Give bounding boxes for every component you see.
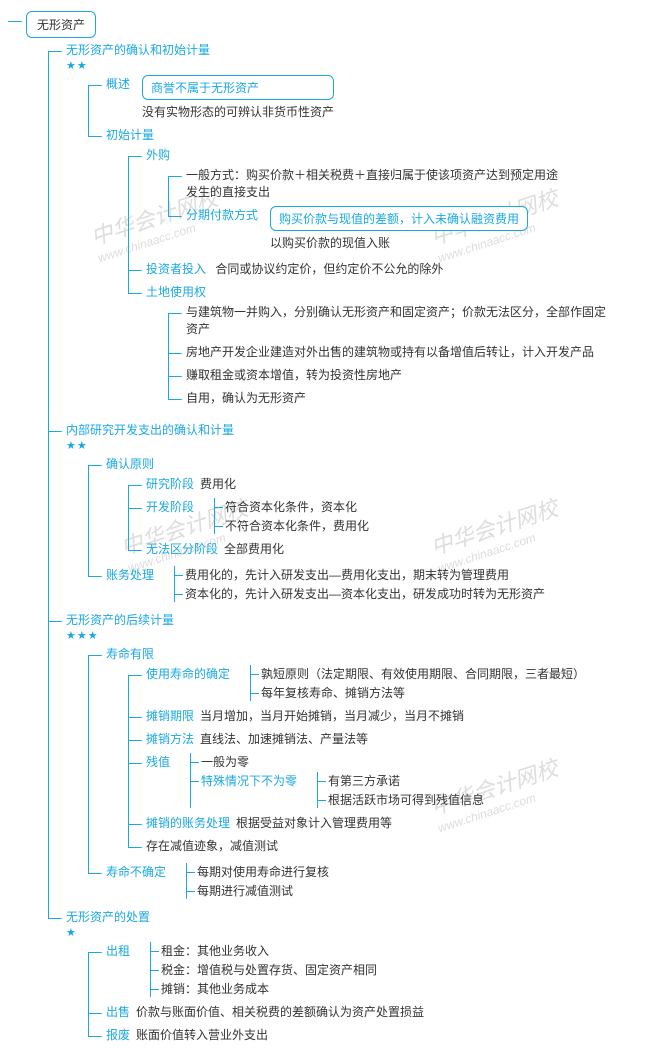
zhangwu-b: 资本化的，先计入研发支出—资本化支出，研发成功时转为无形资产 — [185, 587, 545, 601]
s1-title: 无形资产的确认和初始计量 — [66, 43, 210, 57]
waigou-yiban: 一般方式：购买价款＋相关税费＋直接归属于使该项资产达到预定用途发生的直接支出 — [186, 166, 566, 200]
tudi-3: 赚取租金或资本增值，转为投资性房地产 — [186, 366, 402, 383]
s3-title: 无形资产的后续计量 — [66, 613, 174, 627]
waigou-label: 外购 — [146, 146, 170, 163]
tudi-1: 与建筑物一并购入，分别确认无形资产和固定资产；价款无法区分，全部作固定资产 — [186, 303, 606, 337]
s1-stars: ★★ — [66, 60, 88, 72]
fangfa-text: 直线法、加速摊销法、产量法等 — [200, 732, 368, 746]
root-node: 无形资产 — [26, 11, 96, 38]
kaifa-b: 不符合资本化条件，费用化 — [225, 519, 369, 533]
yanjiu-text: 费用化 — [200, 477, 236, 491]
s2-stars: ★★ — [66, 440, 88, 452]
canzhi-a: 一般为零 — [201, 755, 249, 769]
touzi-label: 投资者投入 — [146, 262, 206, 276]
tudi-4: 自用，确认为无形资产 — [186, 389, 306, 406]
kaifa-label: 开发阶段 — [146, 498, 194, 515]
gaishu-label: 概述 — [106, 75, 130, 92]
zwcl-text: 根据受益对象计入管理费用等 — [236, 816, 392, 830]
s3-stars: ★★★ — [66, 630, 99, 642]
chuzu-label: 出租 — [106, 942, 130, 959]
tudi-label: 土地使用权 — [146, 283, 206, 300]
fenqi-label: 分期付款方式 — [186, 206, 258, 223]
youxian-jianzhi: 存在减值迹象，减值测试 — [146, 837, 278, 854]
zhangwu-a: 费用化的，先计入研发支出—费用化支出，期末转为管理费用 — [185, 568, 509, 582]
fenqi-callout: 购买价款与现值的差额，计入未确认融资费用 — [270, 206, 528, 231]
qixian-label: 摊销期限 — [146, 709, 194, 723]
tudi-2: 房地产开发企业建造对外出售的建筑物或持有以备增值后转让，计入开发产品 — [186, 343, 594, 360]
s2-title: 内部研究开发支出的确认和计量 — [66, 423, 234, 437]
qixian-text: 当月增加，当月开始摊销，当月减少，当月不摊销 — [200, 709, 464, 723]
s4-title: 无形资产的处置 — [66, 910, 150, 924]
chuzu-b: 税金：增值税与处置存货、固定资产相同 — [161, 963, 377, 977]
baofei-label: 报废 — [106, 1028, 130, 1042]
buqueding-b: 每期进行减值测试 — [197, 884, 293, 898]
wufa-label: 无法区分阶段 — [146, 542, 218, 556]
queding-label: 使用寿命的确定 — [146, 665, 230, 682]
gaishu-callout: 商誉不属于无形资产 — [142, 75, 334, 100]
canzhi-b2: 根据活跃市场可得到残值信息 — [328, 793, 484, 807]
gaishu-text: 没有实物形态的可辨认非货币性资产 — [142, 103, 334, 120]
yuanze-label: 确认原则 — [106, 455, 154, 472]
kaifa-a: 符合资本化条件，资本化 — [225, 500, 357, 514]
queding-b: 每年复核寿命、摊销方法等 — [261, 686, 405, 700]
canzhi-b-label: 特殊情况下不为零 — [201, 772, 297, 789]
zhangwu-label: 账务处理 — [106, 566, 154, 583]
baofei-text: 账面价值转入营业外支出 — [136, 1028, 268, 1042]
fangfa-label: 摊销方法 — [146, 732, 194, 746]
chushou-text: 价款与账面价值、相关税费的差额确认为资产处置损益 — [136, 1005, 424, 1019]
canzhi-b1: 有第三方承诺 — [328, 774, 400, 788]
youxian-label: 寿命有限 — [106, 645, 154, 662]
zwcl-label: 摊销的账务处理 — [146, 816, 230, 830]
buqueding-label: 寿命不确定 — [106, 863, 166, 880]
chushou-label: 出售 — [106, 1005, 130, 1019]
yanjiu-label: 研究阶段 — [146, 477, 194, 491]
chuzu-a: 租金：其他业务收入 — [161, 944, 269, 958]
fenqi-text: 以购买价款的现值入账 — [270, 234, 528, 251]
canzhi-label: 残值 — [146, 753, 170, 770]
wufa-text: 全部费用化 — [224, 542, 284, 556]
chuzu-c: 摊销：其他业务成本 — [161, 982, 269, 996]
s4-stars: ★ — [66, 927, 77, 939]
chushi-label: 初始计量 — [106, 126, 154, 143]
buqueding-a: 每期对使用寿命进行复核 — [197, 865, 329, 879]
touzi-text: 合同或协议约定价，但约定价不公允的除外 — [215, 262, 443, 276]
queding-a: 孰短原则（法定期限、有效使用期限、合同期限，三者最短） — [261, 667, 585, 681]
